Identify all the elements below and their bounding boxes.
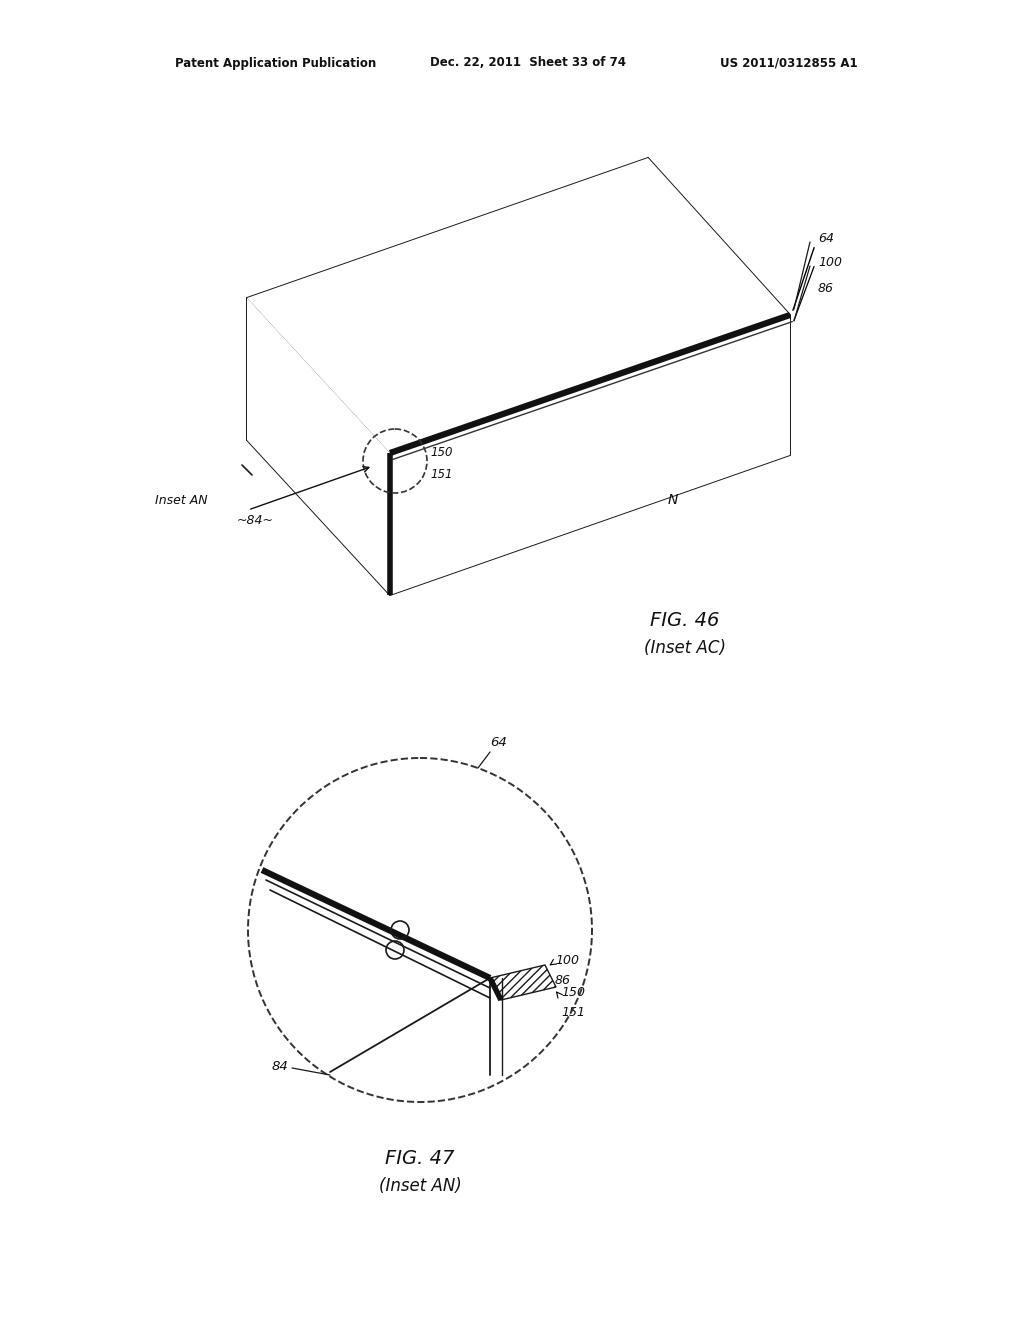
Text: 100: 100 [818,256,842,268]
Text: Inset AN: Inset AN [155,494,208,507]
Polygon shape [247,158,790,453]
Polygon shape [490,965,556,1001]
Text: 100: 100 [555,953,579,966]
Text: (Inset AC): (Inset AC) [644,639,726,657]
Text: 64: 64 [818,231,834,244]
Text: ~84~: ~84~ [237,513,273,527]
Text: 151: 151 [430,469,453,482]
Text: 150: 150 [430,446,453,459]
Text: FIG. 46: FIG. 46 [650,610,720,630]
Text: 150: 150 [561,986,585,998]
Text: US 2011/0312855 A1: US 2011/0312855 A1 [720,57,858,70]
Text: 64: 64 [490,737,507,750]
Polygon shape [390,315,790,595]
Text: 86: 86 [818,281,834,294]
Text: N: N [668,492,678,507]
Text: FIG. 47: FIG. 47 [385,1148,455,1167]
Text: Dec. 22, 2011  Sheet 33 of 74: Dec. 22, 2011 Sheet 33 of 74 [430,57,626,70]
Polygon shape [247,298,390,595]
Text: 86: 86 [555,974,571,987]
Text: Patent Application Publication: Patent Application Publication [175,57,376,70]
Text: 151: 151 [561,1006,585,1019]
Text: 84: 84 [271,1060,288,1073]
Text: (Inset AN): (Inset AN) [379,1177,462,1195]
